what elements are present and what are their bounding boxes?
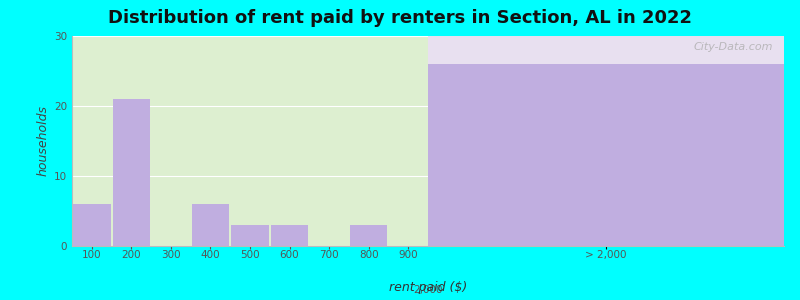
Bar <box>350 225 387 246</box>
Bar <box>270 225 308 246</box>
Text: rent paid ($): rent paid ($) <box>389 281 467 294</box>
Bar <box>231 225 269 246</box>
Bar <box>113 99 150 246</box>
Bar <box>192 204 230 246</box>
Y-axis label: households: households <box>37 106 50 176</box>
Bar <box>73 204 110 246</box>
Bar <box>428 64 784 246</box>
Text: 2,000: 2,000 <box>414 285 442 295</box>
Text: City-Data.com: City-Data.com <box>694 42 774 52</box>
Text: Distribution of rent paid by renters in Section, AL in 2022: Distribution of rent paid by renters in … <box>108 9 692 27</box>
